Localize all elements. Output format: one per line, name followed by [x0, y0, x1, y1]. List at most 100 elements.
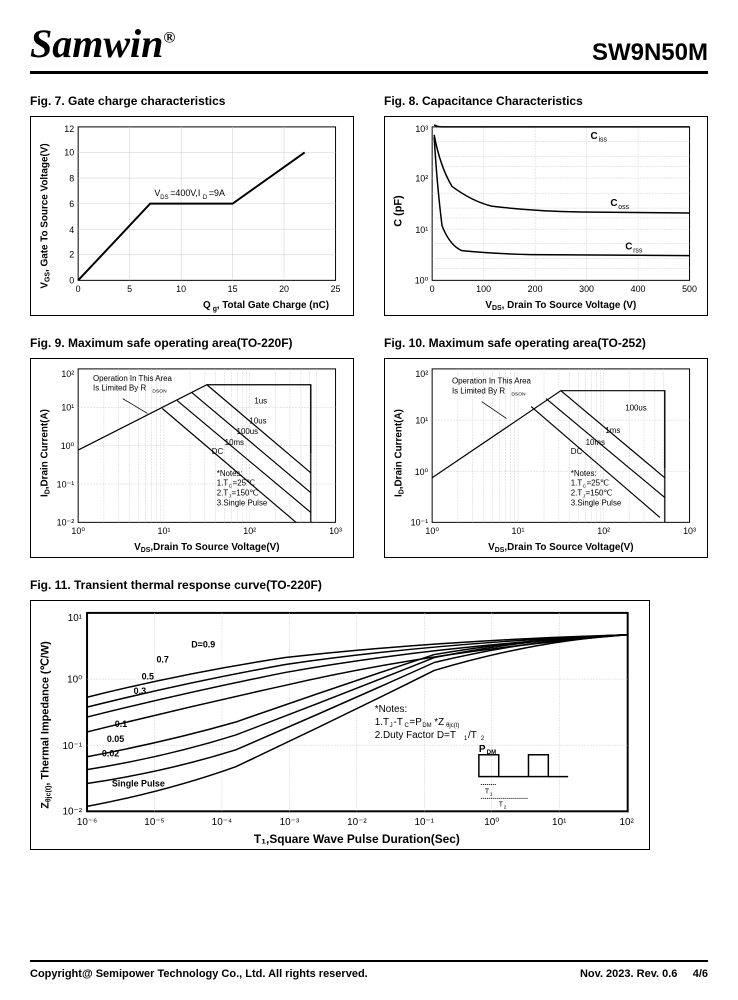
page-number: 4/6 [693, 968, 708, 980]
svg-text:oss: oss [618, 204, 629, 211]
part-number: SW9N50M [592, 39, 708, 67]
svg-text:300: 300 [579, 284, 594, 294]
svg-text:1.T: 1.T [217, 479, 229, 488]
svg-text:10⁰: 10⁰ [484, 817, 499, 828]
svg-text:ID,Drain Current(A): ID,Drain Current(A) [39, 409, 51, 497]
svg-text:10⁻²: 10⁻² [63, 806, 83, 817]
svg-text:0.02: 0.02 [102, 749, 119, 759]
svg-text:20: 20 [279, 284, 289, 294]
svg-text:4: 4 [69, 225, 74, 235]
svg-text:10⁻⁶: 10⁻⁶ [77, 817, 97, 828]
svg-text:VDS, Drain To Source Voltage (: VDS, Drain To Source Voltage (V) [485, 300, 636, 312]
svg-text:0: 0 [76, 284, 81, 294]
svg-text:10⁻¹: 10⁻¹ [411, 517, 429, 527]
svg-text:10⁻³: 10⁻³ [280, 817, 300, 828]
svg-text:10⁻¹: 10⁻¹ [57, 480, 75, 490]
svg-text:Is Limited By R: Is Limited By R [93, 384, 146, 393]
svg-text:0.3: 0.3 [134, 686, 146, 696]
svg-text:1.T: 1.T [375, 717, 389, 728]
svg-text:10⁰: 10⁰ [67, 674, 82, 685]
svg-text:10: 10 [176, 284, 186, 294]
svg-text:Operation In This Area: Operation In This Area [93, 374, 173, 383]
svg-text:*Notes:: *Notes: [375, 704, 408, 715]
svg-text:10¹: 10¹ [415, 225, 428, 235]
svg-text:DSON: DSON [152, 389, 167, 395]
svg-text:6: 6 [69, 199, 74, 209]
svg-text:200: 200 [528, 284, 543, 294]
svg-text:15: 15 [228, 284, 238, 294]
svg-text:10⁻¹: 10⁻¹ [63, 741, 83, 752]
svg-text:T₁,Square Wave Pulse Duration(: T₁,Square Wave Pulse Duration(Sec) [254, 832, 460, 846]
svg-text:10³: 10³ [329, 526, 342, 536]
svg-text:10²: 10² [415, 369, 428, 379]
svg-text:0.1: 0.1 [115, 719, 127, 729]
svg-text:*Z: *Z [434, 717, 444, 728]
svg-text:10¹: 10¹ [68, 613, 83, 624]
svg-text:=25℃: =25℃ [233, 479, 255, 488]
svg-text:DS: DS [160, 195, 168, 201]
svg-text:10⁻²: 10⁻² [57, 517, 75, 527]
brand-logo: Samwin® [30, 20, 175, 67]
page-header: Samwin® SW9N50M [30, 20, 708, 74]
svg-text:DM: DM [422, 723, 431, 729]
svg-text:10⁻¹: 10⁻¹ [415, 817, 435, 828]
svg-text:10⁰: 10⁰ [415, 467, 429, 477]
fig9-title: Fig. 9. Maximum safe operating area(TO-2… [30, 336, 354, 350]
svg-text:=P: =P [409, 717, 422, 728]
svg-text:DM: DM [487, 750, 496, 756]
svg-text:C (pF): C (pF) [392, 195, 404, 227]
svg-text:=150℃: =150℃ [232, 489, 259, 498]
svg-text:Zθjc(t), Thermal Impedance (℃/: Zθjc(t), Thermal Impedance (℃/W) [39, 641, 52, 809]
svg-text:5: 5 [127, 284, 132, 294]
page-footer: Copyright@ Semipower Technology Co., Ltd… [30, 960, 708, 980]
svg-text:10⁻²: 10⁻² [347, 817, 367, 828]
svg-text:10¹: 10¹ [61, 402, 74, 412]
svg-text:10¹: 10¹ [512, 526, 525, 536]
fig7-title: Fig. 7. Gate charge characteristics [30, 94, 354, 108]
svg-text:C: C [591, 131, 598, 142]
svg-text:VDS,Drain To Source Voltage(V): VDS,Drain To Source Voltage(V) [488, 542, 633, 554]
svg-text:D=0.9: D=0.9 [191, 640, 215, 650]
svg-text:10⁰: 10⁰ [425, 526, 439, 536]
copyright-text: Copyright@ Semipower Technology Co., Ltd… [30, 968, 368, 980]
svg-text:1us: 1us [254, 397, 267, 406]
svg-text:DC: DC [212, 447, 224, 456]
svg-text:10¹: 10¹ [552, 817, 567, 828]
svg-text:, Total Gate Charge (nC): , Total Gate Charge (nC) [217, 300, 329, 311]
svg-text:10¹: 10¹ [158, 526, 171, 536]
svg-text:25: 25 [331, 284, 341, 294]
svg-text:Q: Q [203, 300, 211, 311]
svg-text:Is Limited By R: Is Limited By R [452, 387, 505, 396]
svg-text:C: C [610, 198, 617, 209]
svg-text:0: 0 [430, 284, 435, 294]
fig9-chart: Operation In This Area Is Limited By R DS… [30, 358, 354, 558]
svg-text:10ms: 10ms [586, 438, 605, 447]
svg-text:100us: 100us [237, 427, 259, 436]
svg-text:P: P [479, 744, 486, 755]
revision-text: Nov. 2023. Rev. 0.6 [580, 968, 677, 980]
svg-text:10¹: 10¹ [415, 415, 428, 425]
svg-text:10²: 10² [620, 817, 635, 828]
svg-text:Single Pulse: Single Pulse [112, 779, 165, 789]
svg-text:10⁰: 10⁰ [415, 275, 429, 285]
fig11-title: Fig. 11. Transient thermal response curv… [30, 578, 708, 592]
svg-text:=400V,I: =400V,I [170, 188, 200, 198]
fig8-title: Fig. 8. Capacitance Characteristics [384, 94, 708, 108]
svg-text:0.5: 0.5 [142, 671, 154, 681]
svg-text:12: 12 [64, 124, 74, 134]
svg-text:10²: 10² [243, 526, 256, 536]
svg-text:2: 2 [481, 736, 484, 742]
svg-text:2: 2 [69, 250, 74, 260]
svg-text:0: 0 [69, 275, 74, 285]
svg-text:8: 8 [69, 173, 74, 183]
svg-text:*Notes:: *Notes: [217, 469, 243, 478]
svg-text:/T: /T [468, 730, 477, 741]
charts-grid: Fig. 7. Gate charge characteristics [30, 94, 708, 558]
svg-text:500: 500 [682, 284, 697, 294]
svg-text:0.7: 0.7 [156, 655, 168, 665]
svg-text:D: D [203, 195, 207, 201]
svg-text:10³: 10³ [415, 124, 428, 134]
svg-text:10ms: 10ms [225, 438, 244, 447]
svg-text:10⁰: 10⁰ [71, 526, 85, 536]
svg-text:100us: 100us [625, 403, 647, 412]
